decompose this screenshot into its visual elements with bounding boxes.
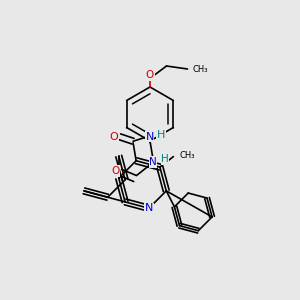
Text: CH₃: CH₃ (179, 151, 195, 160)
Text: N: N (146, 132, 154, 142)
Text: O: O (111, 166, 119, 176)
Text: H: H (161, 154, 169, 164)
Text: O: O (110, 132, 118, 142)
Text: N: N (145, 203, 153, 213)
Text: O: O (146, 70, 154, 80)
Text: H: H (157, 130, 165, 140)
Text: N: N (149, 157, 157, 167)
Text: CH₃: CH₃ (193, 64, 208, 74)
